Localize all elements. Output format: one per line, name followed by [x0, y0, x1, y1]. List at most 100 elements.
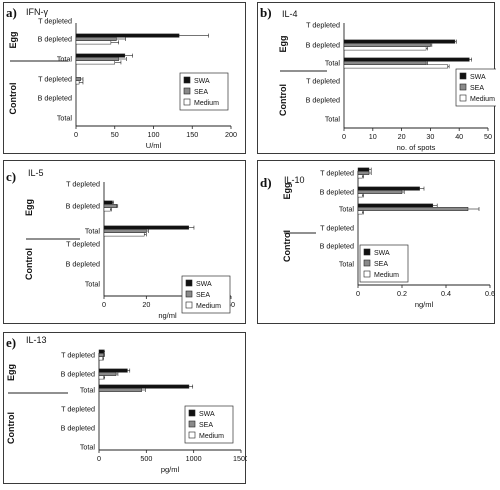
group-label-control: Control — [6, 412, 16, 444]
bar — [357, 171, 370, 175]
chart-ifn-gamma: 0 50 100 150 200 U/ml Egg Control T depleted B de… — [8, 17, 237, 151]
bar — [357, 193, 363, 198]
chart-il-4: 0 10 20 30 40 50 no. of spots Egg Control T deple… — [278, 21, 500, 152]
x-tick-label: 150 — [186, 130, 198, 139]
legend-swatch — [188, 409, 196, 417]
x-axis-label: no. of spots — [397, 143, 436, 152]
group-label-egg: Egg — [24, 199, 34, 216]
legend-label: SEA — [196, 292, 210, 299]
x-tick-label: 0.4 — [441, 289, 451, 298]
legend-label: SWA — [194, 78, 210, 85]
x-tick-label: 200 — [225, 130, 237, 139]
x-tick-label: 20 — [142, 300, 150, 309]
bar — [357, 207, 469, 211]
category-label: B depleted — [66, 202, 100, 211]
category-label: T depleted — [320, 169, 354, 178]
bar — [343, 64, 448, 69]
category-label: T depleted — [66, 240, 100, 249]
bar — [357, 186, 420, 191]
x-tick-label: 1000 — [186, 454, 202, 463]
chart-il-13: 0 500 1000 1500 pg/ml Egg Control T depleted B d… — [6, 349, 249, 474]
legend-swatch — [183, 87, 191, 95]
category-label: Total — [85, 227, 101, 236]
legend-label: SEA — [194, 89, 208, 96]
legend-swatch — [185, 301, 193, 309]
panel-letter: c) — [6, 169, 17, 184]
bar — [98, 349, 104, 354]
x-tick-label: 100 — [148, 130, 160, 139]
legend-label: Medium — [194, 100, 219, 107]
x-axis-label: pg/ml — [161, 465, 180, 474]
category-label: B depleted — [320, 188, 354, 197]
group-label-control: Control — [24, 248, 34, 280]
bar — [343, 57, 470, 62]
category-label: B depleted — [306, 41, 340, 50]
bar — [98, 384, 190, 389]
category-label: Total — [339, 205, 355, 214]
legend-swatch — [185, 279, 193, 287]
bar — [357, 174, 363, 179]
legend-swatch — [363, 259, 371, 267]
category-label: T depleted — [38, 75, 72, 84]
category-label: T depleted — [66, 180, 100, 189]
panel-b: b) IL-4 0 10 20 30 40 50 no. of spots Egg Contro… — [257, 2, 500, 154]
bar — [75, 33, 180, 38]
group-label-egg: Egg — [6, 364, 16, 381]
panel-title: IL-5 — [28, 168, 44, 178]
bar — [343, 39, 456, 44]
panel-letter: d) — [260, 175, 272, 190]
category-label: Total — [325, 59, 341, 68]
bar — [98, 368, 128, 373]
category-label: T depleted — [61, 351, 95, 360]
category-label: Total — [325, 115, 341, 124]
x-tick-label: 10 — [369, 132, 377, 141]
category-label: Total — [339, 260, 355, 269]
x-tick-label: 1500 — [233, 454, 247, 463]
category-label: Total — [80, 443, 96, 452]
legend-swatch — [363, 270, 371, 278]
category-label: T depleted — [306, 21, 340, 30]
x-tick-label: 50 — [111, 130, 119, 139]
panel-title: IL-13 — [26, 335, 47, 345]
legend-swatch — [185, 290, 193, 298]
bar — [357, 167, 370, 172]
bar — [103, 225, 189, 230]
bar — [103, 207, 111, 212]
category-label: Total — [57, 114, 73, 123]
legend-swatch — [459, 94, 467, 102]
bar — [357, 203, 434, 208]
bar — [75, 37, 117, 41]
bar — [75, 40, 112, 45]
chart-il-10: 0 0.2 0.4 0.6 ng/ml Egg Control T depleted B dep… — [282, 167, 495, 309]
x-tick-label: 0.2 — [397, 289, 407, 298]
panel-letter: b) — [260, 5, 272, 20]
x-tick-label: 0 — [342, 132, 346, 141]
panel-title: IFN-γ — [26, 7, 48, 17]
x-tick-label: 30 — [426, 132, 434, 141]
x-tick-label: 500 — [140, 454, 152, 463]
category-label: T depleted — [38, 17, 72, 26]
x-tick-label: 0 — [97, 454, 101, 463]
legend-label: SWA — [199, 411, 215, 418]
x-tick-label: 0 — [74, 130, 78, 139]
bar — [103, 229, 147, 233]
category-label: T depleted — [306, 77, 340, 86]
legend-swatch — [459, 72, 467, 80]
bar — [103, 232, 145, 237]
bar — [103, 200, 113, 205]
bar — [75, 57, 119, 61]
legend-swatch — [183, 76, 191, 84]
panel-a: a) IFN-γ 0 50 100 150 200 U/ml Egg Control T dep… — [3, 2, 246, 154]
legend-label: SEA — [470, 85, 484, 92]
category-label: Total — [85, 280, 101, 289]
category-label: B depleted — [38, 35, 72, 44]
panel-title: IL-4 — [282, 9, 298, 19]
bar — [98, 372, 117, 376]
x-tick-label: 0 — [102, 300, 106, 309]
x-tick-label: 20 — [398, 132, 406, 141]
legend-label: SWA — [196, 281, 212, 288]
bar — [357, 210, 363, 215]
category-label: Total — [57, 55, 73, 64]
category-label: B depleted — [320, 242, 354, 251]
